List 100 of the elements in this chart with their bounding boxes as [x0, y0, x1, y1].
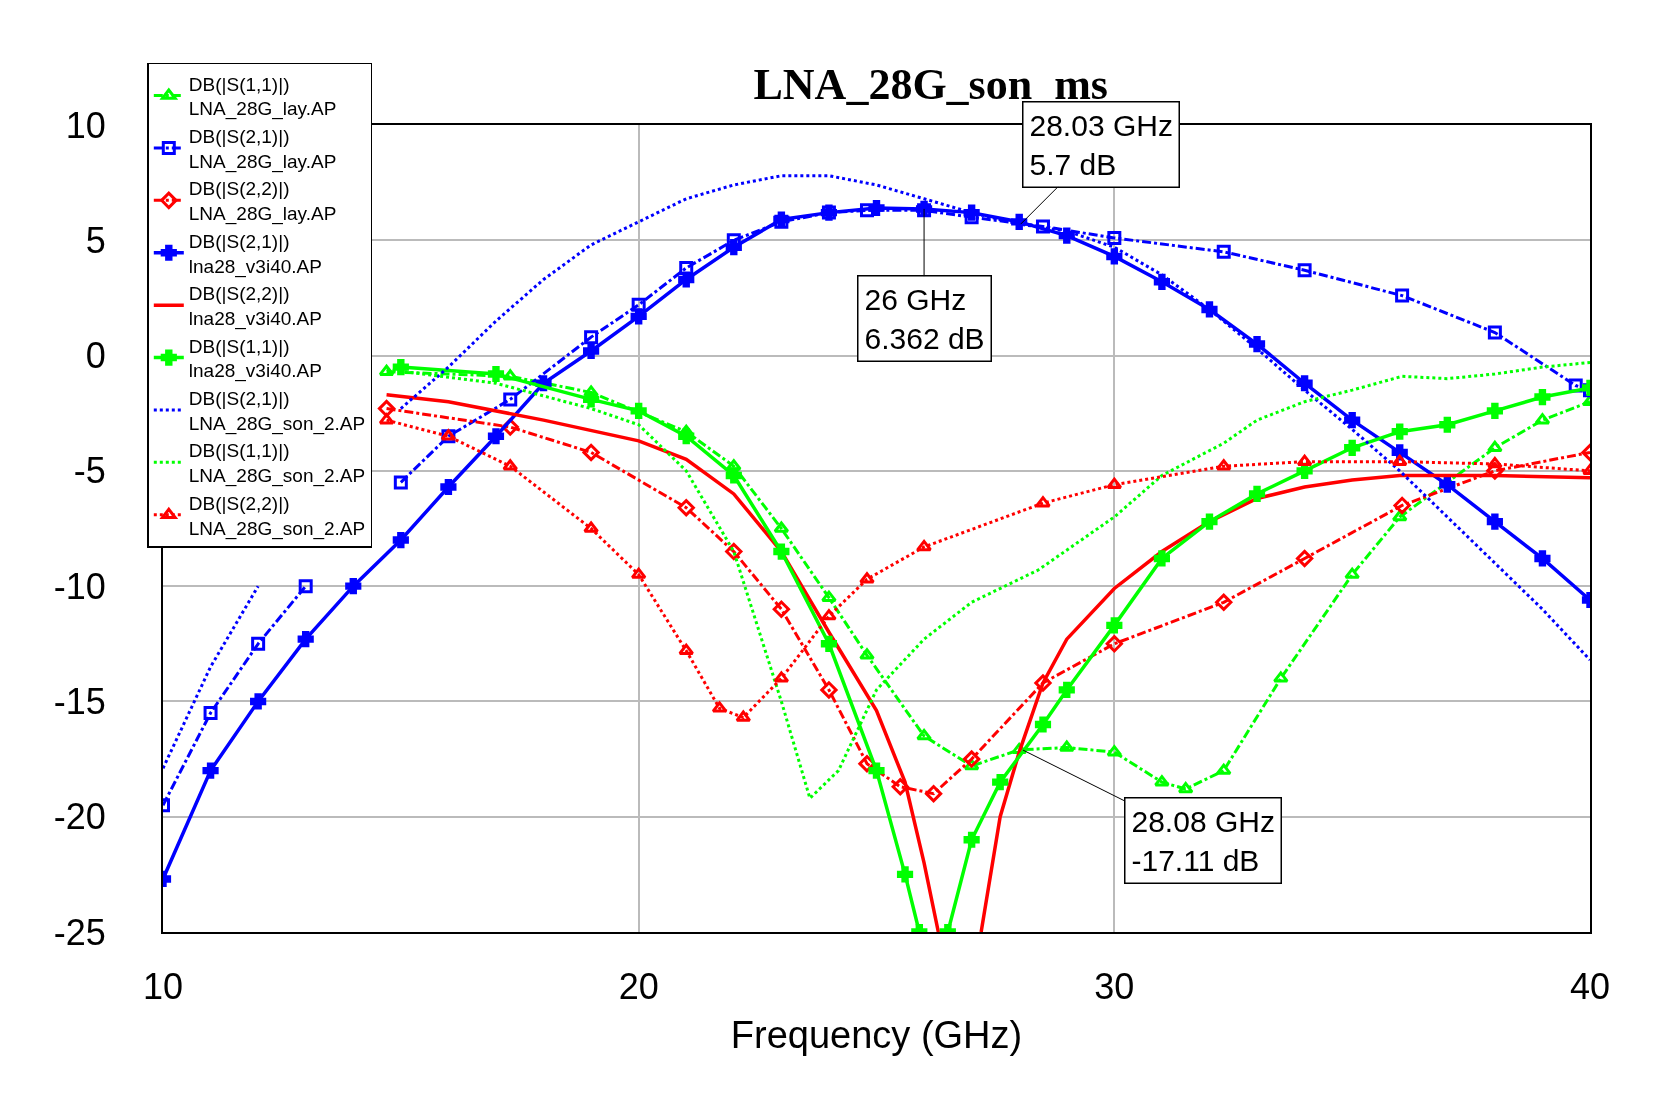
point [859, 203, 874, 218]
point [250, 693, 267, 710]
point [1106, 248, 1123, 265]
point [725, 542, 743, 561]
point [1487, 440, 1503, 453]
point [298, 579, 313, 594]
point [1344, 412, 1361, 429]
point [1058, 681, 1075, 698]
point [1216, 244, 1231, 259]
point [677, 499, 695, 517]
point [820, 681, 838, 699]
point [1344, 439, 1361, 456]
point [1105, 635, 1123, 653]
point [916, 539, 932, 552]
point [773, 521, 790, 533]
point [916, 729, 932, 741]
point [735, 710, 752, 722]
point [202, 762, 219, 779]
point [1201, 513, 1218, 530]
point [583, 385, 599, 397]
point [1439, 416, 1456, 433]
point [1486, 462, 1504, 480]
point [858, 755, 876, 773]
point [1107, 230, 1122, 245]
point [1248, 335, 1266, 353]
point [378, 413, 395, 425]
point [630, 402, 647, 420]
point [678, 643, 695, 655]
chart-title: LNA_28G_son_ms [753, 59, 1108, 109]
point [203, 705, 218, 720]
point [772, 600, 791, 618]
point [1153, 273, 1170, 290]
annotation: 28.03 GHz 5.7 dB [1029, 108, 1173, 181]
point [678, 428, 695, 445]
point [725, 239, 742, 256]
point [378, 364, 395, 376]
y-tick-label: -20 [53, 796, 106, 838]
point [297, 631, 314, 648]
point [820, 635, 838, 652]
point [392, 531, 409, 549]
point [1215, 763, 1232, 775]
point [924, 785, 943, 803]
point [1486, 402, 1503, 420]
x-tick-label: 10 [142, 966, 184, 1008]
point [821, 609, 837, 621]
point [584, 330, 599, 345]
point [1201, 301, 1218, 318]
point [1034, 674, 1052, 692]
point [711, 701, 728, 713]
point [583, 342, 600, 360]
point [582, 443, 600, 462]
legend-label: DB(|S(2,2)|) LNA_28G_son_2.AP [188, 492, 366, 540]
legend-label: DB(|S(2,2)|) lna28_v3i40.AP [188, 283, 322, 330]
x-axis-title: Frequency (GHz) [730, 1013, 1023, 1056]
legend-label: DB(|S(2,2)|) LNA_28G_lay.AP [188, 178, 337, 226]
point [503, 392, 518, 407]
point [1035, 219, 1050, 234]
point [1058, 227, 1075, 244]
point [1486, 513, 1503, 530]
point [1272, 671, 1289, 683]
point [821, 590, 837, 602]
point [1439, 476, 1456, 493]
point [1058, 740, 1075, 752]
point [992, 774, 1009, 791]
y-tick-label: 5 [85, 219, 106, 261]
point [1154, 775, 1170, 787]
legend-label: DB(|S(1,1)|) lna28_v3i40.AP [188, 335, 322, 383]
point [630, 567, 647, 579]
point [679, 260, 694, 275]
y-tick-label: -15 [53, 681, 106, 723]
legend-label: DB(|S(2,1)|) lna28_v3i40.AP [188, 230, 322, 278]
point [868, 199, 885, 217]
point [251, 636, 266, 651]
annotation: 26 GHz 6.362 dB [864, 282, 985, 355]
point [1106, 617, 1123, 634]
point [725, 459, 742, 471]
x-tick-label: 40 [1569, 966, 1611, 1008]
point [377, 399, 396, 418]
point [583, 521, 599, 533]
point [962, 750, 981, 768]
point [859, 572, 875, 584]
point [1487, 325, 1502, 340]
y-tick-label: 0 [85, 335, 106, 377]
point [1215, 593, 1233, 611]
legend-label: DB(|S(2,1)|) LNA_28G_son_2.AP [188, 388, 366, 435]
point [392, 359, 409, 376]
legend-label: DB(|S(1,1)|) LNA_28G_lay.AP [188, 73, 337, 121]
point [1296, 375, 1313, 392]
point [963, 831, 980, 848]
point [440, 478, 457, 496]
x-tick-label: 30 [1094, 966, 1135, 1008]
y-tick-label: -5 [73, 450, 106, 492]
point [583, 391, 600, 408]
point [773, 671, 790, 683]
y-tick-label: 10 [65, 104, 106, 146]
y-tick-label: -25 [53, 911, 106, 953]
point [868, 762, 885, 779]
point [1035, 496, 1051, 508]
point [1177, 782, 1194, 794]
point [1391, 509, 1408, 522]
